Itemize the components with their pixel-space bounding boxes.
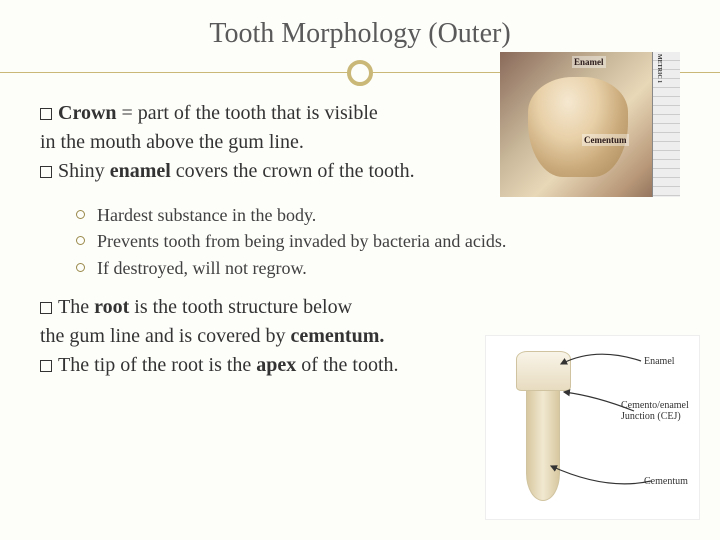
tooth-diagram-bottom: Enamel Cemento/enamel Junction (CEJ) Cem… <box>485 335 700 520</box>
image-label-cementum: Cementum <box>582 134 629 146</box>
bullet-square-icon <box>40 108 52 120</box>
slide-title: Tooth Morphology (Outer) <box>40 18 680 50</box>
sub-bullet-list: Hardest substance in the body. Prevents … <box>76 203 680 280</box>
body-text: If destroyed, will not regrow. <box>97 256 307 280</box>
bullet-square-icon <box>40 360 52 372</box>
paragraph-line: Crown = part of the tooth that is visibl… <box>40 100 492 127</box>
bold-text: enamel <box>110 160 171 182</box>
paragraph-line: The root is the tooth structure below <box>40 294 680 321</box>
bold-text: root <box>94 296 129 318</box>
bullet-circle-icon <box>76 263 85 272</box>
body-text: covers the crown of the tooth. <box>171 160 415 182</box>
paragraph-line: in the mouth above the gum line. <box>40 129 492 156</box>
body-text: Shiny <box>58 160 110 182</box>
bullet-square-icon <box>40 302 52 314</box>
bold-text: apex <box>256 354 296 376</box>
body-text: The <box>58 296 94 318</box>
body-text: Hardest substance in the body. <box>97 203 316 227</box>
list-item: If destroyed, will not regrow. <box>76 256 680 280</box>
bold-text: cementum. <box>291 325 385 347</box>
bullet-square-icon <box>40 166 52 178</box>
bold-text: Crown <box>58 102 117 124</box>
paragraph-line: Shiny enamel covers the crown of the too… <box>40 158 492 185</box>
ruler-icon: METRIC 1 <box>652 52 680 197</box>
tooth-photo-top: METRIC 1 Enamel Cementum <box>500 52 680 197</box>
diagram-label-cementum: Cementum <box>644 476 688 487</box>
bullet-circle-icon <box>76 210 85 219</box>
image-label-enamel: Enamel <box>572 56 606 68</box>
body-text: The tip of the root is the <box>58 354 256 376</box>
body-text: is the tooth structure below <box>129 296 352 318</box>
tooth-shape <box>528 77 628 177</box>
diagram-label-cej: Cemento/enamel Junction (CEJ) <box>621 400 701 422</box>
body-text: the gum line and is covered by <box>40 325 291 347</box>
body-text: = part of the tooth that is visible <box>117 102 378 124</box>
bullet-circle-icon <box>76 236 85 245</box>
diagram-label-enamel: Enamel <box>644 356 675 367</box>
body-text: Prevents tooth from being invaded by bac… <box>97 229 506 253</box>
list-item: Hardest substance in the body. <box>76 203 680 227</box>
body-text: of the tooth. <box>296 354 398 376</box>
list-item: Prevents tooth from being invaded by bac… <box>76 229 680 253</box>
